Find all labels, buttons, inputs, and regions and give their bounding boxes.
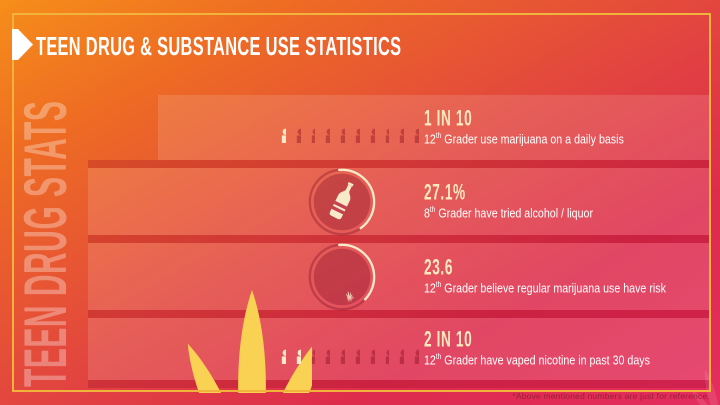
stat-text: 1 IN 10 12th Grader use marijuana on a d… — [424, 104, 668, 147]
person-icon — [316, 334, 330, 364]
stat-description: 12th Grader have vaped nicotine in past … — [424, 352, 650, 368]
person-icon — [376, 334, 390, 364]
stat-description: 12th Grader believe regular marijuana us… — [424, 279, 666, 296]
chevron-right-icon — [12, 29, 33, 60]
page-title: TEEN DRUG & SUBSTANCE USE STATISTICS — [36, 31, 402, 61]
stat-value: 27.1% — [424, 178, 466, 204]
person-icon — [390, 113, 404, 143]
stat-value: 1 IN 10 — [424, 104, 473, 130]
person-icon — [346, 334, 360, 364]
stat-row-vaped-nicotine: 2 IN 10 12th Grader have vaped nicotine … — [0, 318, 720, 380]
bottle-icon — [308, 168, 376, 235]
stat-text: 2 IN 10 12th Grader have vaped nicotine … — [424, 327, 700, 368]
people-pictogram — [272, 113, 419, 143]
band-divider — [88, 310, 709, 318]
person-icon — [346, 113, 360, 143]
band-divider — [88, 380, 709, 388]
person-icon — [302, 334, 316, 364]
stat-band-1 — [158, 95, 709, 160]
person-icon — [405, 334, 419, 364]
marijuana-leaf-icon — [308, 243, 376, 310]
stat-row-marijuana-risk: 23.6 12th Grader believe regular marijua… — [0, 243, 720, 310]
person-icon — [405, 113, 419, 143]
stat-value: 23.6 — [424, 253, 454, 279]
band-divider — [88, 160, 709, 168]
person-icon — [272, 334, 286, 364]
person-icon — [316, 113, 330, 143]
person-icon — [376, 113, 390, 143]
stat-text: 27.1% 8th Grader have tried alcohol / li… — [424, 178, 630, 221]
person-icon — [331, 334, 345, 364]
stat-value: 2 IN 10 — [424, 326, 473, 352]
stat-description: 8th Grader have tried alcohol / liquor — [424, 204, 594, 221]
person-icon — [361, 334, 375, 364]
person-icon — [287, 113, 301, 143]
person-icon — [361, 113, 375, 143]
stat-text: 23.6 12th Grader believe regular marijua… — [424, 253, 719, 296]
person-icon — [302, 113, 316, 143]
people-pictogram — [272, 334, 419, 364]
stat-row-alcohol: 27.1% 8th Grader have tried alcohol / li… — [0, 168, 720, 235]
stat-description: 12th Grader use marijuana on a daily bas… — [424, 130, 624, 147]
band-divider — [88, 235, 709, 243]
stat-row-marijuana-daily: 1 IN 10 12th Grader use marijuana on a d… — [0, 95, 720, 160]
footnote: *Above mentioned numbers are just for re… — [512, 391, 710, 401]
person-icon — [390, 334, 404, 364]
person-icon — [287, 334, 301, 364]
stat-band-3 — [88, 243, 709, 310]
person-icon — [331, 113, 345, 143]
person-icon — [272, 113, 286, 143]
stat-band-2 — [88, 168, 709, 235]
